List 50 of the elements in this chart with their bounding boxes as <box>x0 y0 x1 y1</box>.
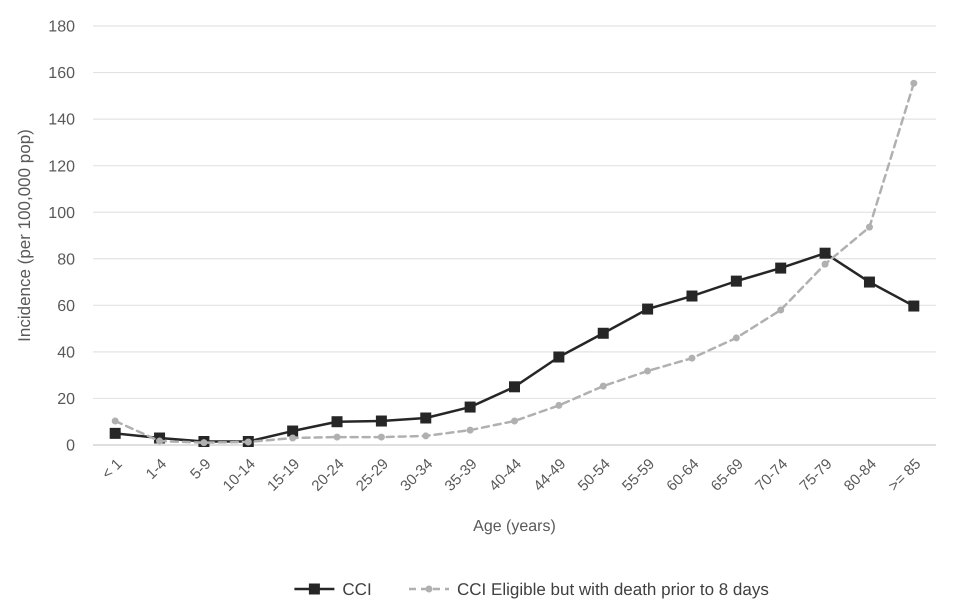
x-tick-label: < 1 <box>98 456 126 483</box>
point <box>598 328 609 339</box>
point <box>686 290 698 302</box>
point <box>730 276 742 287</box>
point <box>420 412 432 424</box>
point <box>822 260 829 268</box>
point <box>509 381 520 392</box>
point <box>600 382 607 390</box>
x-tick-label: 5-9 <box>187 456 214 483</box>
y-tick-label: 160 <box>48 65 76 82</box>
point <box>332 416 343 428</box>
point <box>112 418 119 425</box>
point <box>378 434 385 441</box>
y-tick-label: 120 <box>48 158 76 176</box>
legend-label: CCI <box>342 580 372 599</box>
point <box>866 224 873 231</box>
point <box>289 434 296 442</box>
point <box>511 418 518 425</box>
point <box>422 432 430 440</box>
y-tick-label: 40 <box>57 344 76 362</box>
x-tick-label: >= 85 <box>885 456 924 495</box>
point <box>775 262 786 274</box>
point <box>555 402 562 409</box>
point <box>908 300 920 312</box>
point <box>464 402 476 413</box>
point <box>864 276 875 288</box>
y-tick-label: 60 <box>57 298 76 315</box>
legend-label: CCI Eligible but with death prior to 8 days <box>457 580 769 599</box>
point <box>777 306 784 314</box>
point <box>910 80 918 87</box>
point <box>376 416 387 427</box>
y-tick-label: 100 <box>48 204 76 222</box>
point <box>820 248 831 259</box>
y-axis-title: Incidence (per 100,000 pop) <box>15 129 34 342</box>
point <box>466 426 474 434</box>
point <box>644 367 652 374</box>
point <box>642 304 654 315</box>
x-axis-title: Age (years) <box>473 518 556 535</box>
y-tick-label: 140 <box>48 112 76 129</box>
point <box>110 428 121 439</box>
point <box>553 352 564 363</box>
y-tick-label: 0 <box>66 438 76 455</box>
y-tick-label: 180 <box>48 18 76 36</box>
point <box>287 426 298 437</box>
y-tick-label: 80 <box>57 251 76 268</box>
point <box>688 354 696 362</box>
point <box>334 434 341 441</box>
point <box>732 334 740 342</box>
y-tick-label: 20 <box>57 391 76 408</box>
x-tick-label: 1-4 <box>142 456 170 483</box>
